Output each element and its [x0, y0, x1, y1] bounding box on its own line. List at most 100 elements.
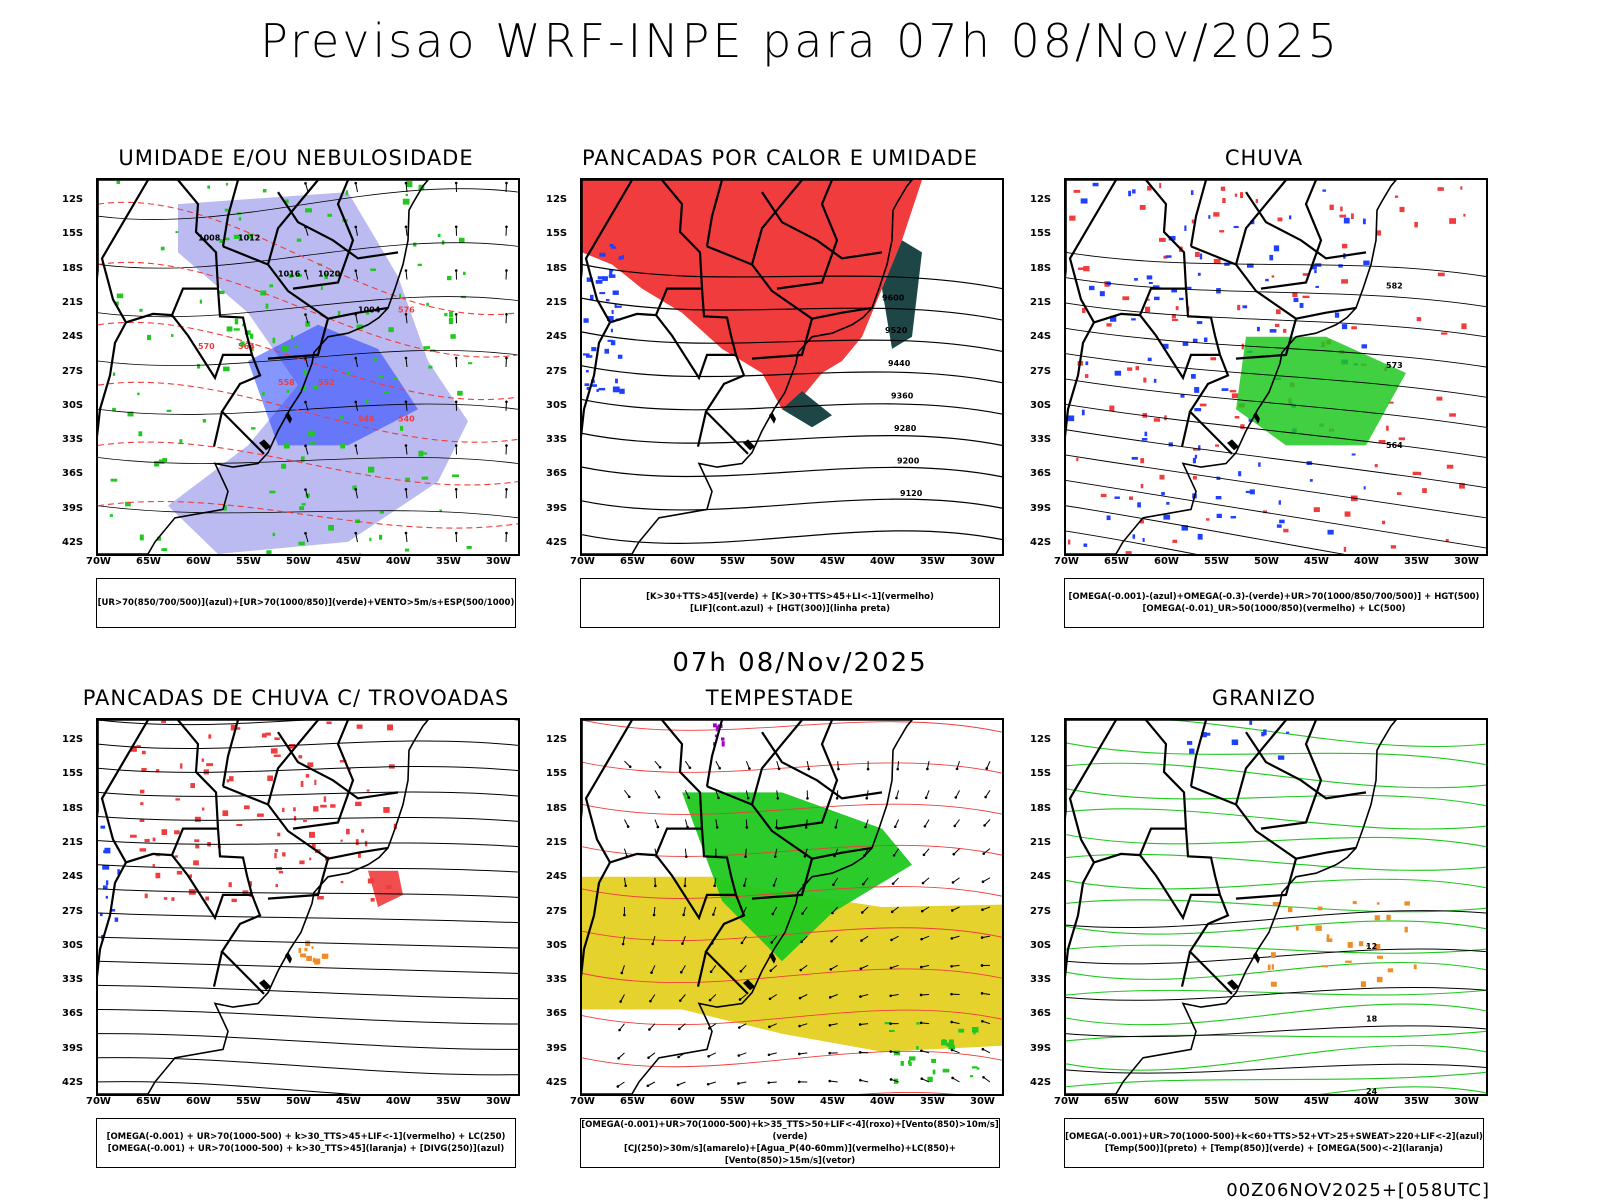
contour-label: 540 — [398, 414, 415, 423]
shade-cell — [1322, 189, 1326, 191]
wind-vector-head — [680, 971, 683, 974]
shade-cell — [330, 804, 335, 807]
shade-cell — [406, 181, 412, 187]
shade-cell — [1397, 492, 1402, 495]
lat-tick-label: 15S — [546, 228, 567, 239]
lat-tick-label: 33S — [1030, 974, 1051, 985]
shade-cell — [1235, 194, 1237, 197]
lon-tick-label: 35W — [920, 1096, 945, 1107]
border-line — [1236, 180, 1286, 265]
lon-tick-label: 70W — [1054, 1096, 1079, 1107]
wind-vector — [406, 271, 407, 280]
lon-tick-label: 40W — [1354, 1096, 1379, 1107]
wind-vector-head — [806, 797, 809, 800]
shade-cell — [1083, 544, 1087, 547]
shade-cell — [1166, 502, 1169, 505]
wind-vector-head — [505, 225, 508, 228]
shade-cell — [613, 386, 620, 392]
shade-cell — [357, 725, 363, 729]
shade-cell — [1274, 245, 1279, 251]
shade-cell — [287, 390, 290, 393]
shade-cell — [613, 290, 619, 294]
shade-cell — [244, 805, 250, 809]
lat-tick-label: 39S — [1030, 1043, 1051, 1054]
shade-cell — [340, 443, 345, 448]
lat-tick-label: 18S — [1030, 803, 1051, 814]
wind-vector-head — [659, 766, 662, 769]
wind-vector-head — [455, 444, 458, 447]
border-line — [218, 829, 252, 895]
shade-cell — [1134, 278, 1138, 281]
shade-cell — [1144, 432, 1147, 437]
shade-cell — [139, 309, 142, 312]
shade-cell — [161, 548, 167, 551]
temp850-contour — [1066, 962, 1486, 979]
shade-cell — [1191, 374, 1196, 379]
shade-cell — [274, 755, 281, 757]
shade-cell — [1140, 205, 1146, 210]
lc250-streamline — [98, 961, 518, 973]
shade-cell — [457, 391, 463, 396]
shade-cell — [153, 838, 156, 842]
shade-cell — [972, 1066, 977, 1068]
lat-tick-label: 36S — [62, 1008, 83, 1019]
shade-cell — [1200, 404, 1207, 407]
shade-cell — [298, 542, 304, 546]
shade-cell — [379, 535, 382, 540]
shade-cell — [403, 199, 410, 205]
shade-cell — [977, 1067, 980, 1069]
shade-cell — [359, 553, 361, 554]
wind-vector-head — [455, 488, 458, 491]
shade-cell — [1089, 286, 1095, 290]
shade-cell — [1419, 472, 1421, 475]
shade-cell — [227, 326, 233, 331]
temp850-contour — [1066, 1087, 1486, 1094]
lat-tick-label: 21S — [62, 837, 83, 848]
lon-tick-label: 70W — [1054, 556, 1079, 567]
lat-tick-label: 30S — [1030, 940, 1051, 951]
shade-cell — [281, 464, 286, 469]
shade-cell — [1283, 329, 1286, 333]
wind-vector-head — [650, 971, 653, 974]
wind-vector-head — [658, 796, 661, 799]
wind-vector-head — [304, 270, 307, 273]
wind-vector-head — [455, 313, 458, 316]
hgt500-streamline — [1066, 430, 1486, 488]
lon-tick-label: 30W — [1454, 1096, 1479, 1107]
shade-cell — [1208, 215, 1210, 219]
wind-vector-head — [505, 357, 508, 360]
shade-cell — [1391, 545, 1396, 548]
thunder-orange — [299, 941, 329, 965]
shade-cell — [447, 276, 451, 280]
hgt500-streamline — [1066, 455, 1486, 518]
lat-tick-label: 21S — [1030, 837, 1051, 848]
wind-vector-head — [891, 911, 894, 914]
wind-vector-head — [951, 1077, 954, 1080]
contour-label: 546 — [358, 414, 375, 423]
shade-cell — [1271, 982, 1277, 987]
shade-cell — [1447, 465, 1453, 469]
wind-vector-head — [618, 1029, 621, 1032]
wind-vector-head — [981, 992, 984, 995]
wind-vector-head — [860, 967, 863, 970]
shade-cell — [271, 748, 278, 753]
panel-title: UMIDADE E/OU NEBULOSIDADE — [56, 146, 536, 170]
shade-cell — [1342, 244, 1347, 249]
wind-vector-head — [654, 885, 657, 888]
contour-label: 9200 — [897, 457, 920, 466]
lon-tick-label: 70W — [570, 1096, 595, 1107]
border-line — [98, 322, 126, 554]
shade-cell — [1353, 901, 1357, 904]
shade-cell — [110, 514, 113, 517]
shade-cell — [314, 959, 319, 965]
shade-cell — [1261, 732, 1264, 736]
border-line — [1140, 829, 1220, 918]
shade-cell — [1352, 453, 1356, 455]
border-line — [706, 355, 748, 454]
lon-tick-label: 40W — [870, 1096, 895, 1107]
shade-cell — [314, 780, 316, 785]
wind-vector-head — [354, 532, 357, 535]
shade-cell — [167, 410, 172, 412]
